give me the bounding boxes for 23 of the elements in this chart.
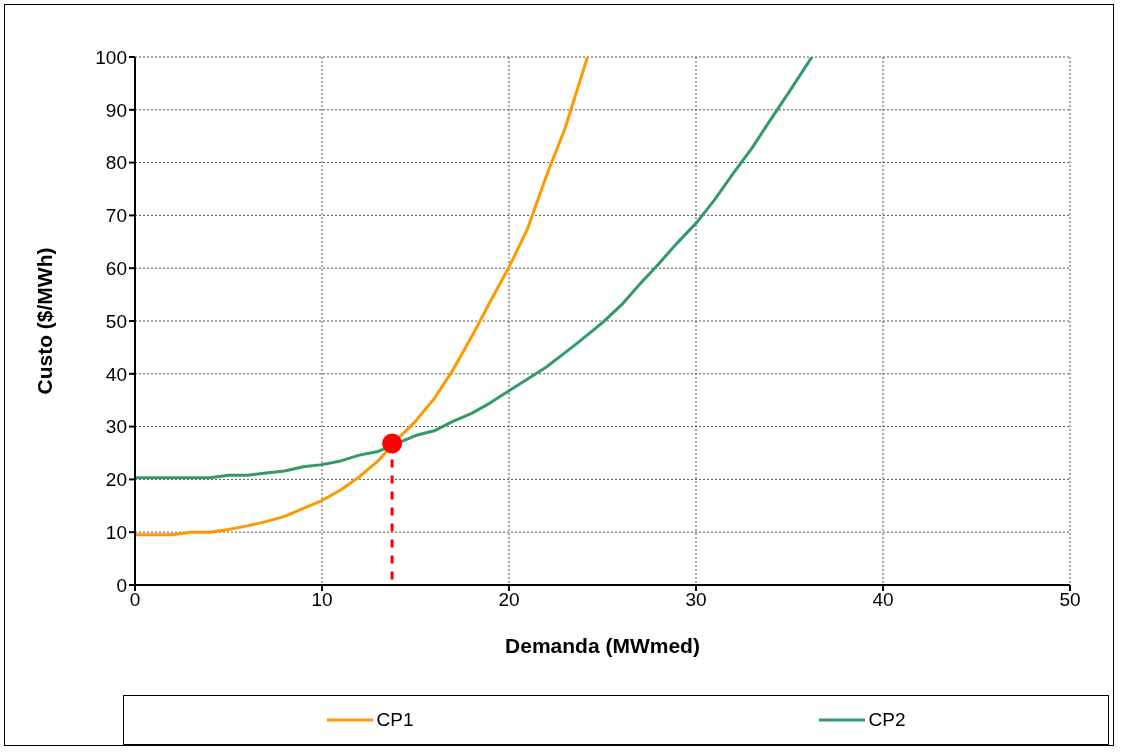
y-tick-label: 10 bbox=[105, 521, 127, 543]
y-tick-label: 70 bbox=[105, 205, 127, 227]
y-tick-label: 50 bbox=[105, 310, 127, 332]
x-tick-label: 0 bbox=[129, 589, 141, 611]
x-tick-label: 50 bbox=[1059, 589, 1081, 611]
x-tick-label: 40 bbox=[872, 589, 894, 611]
legend-label: CP1 bbox=[376, 709, 414, 731]
y-tick-label: 40 bbox=[105, 363, 127, 385]
y-tick-label: 0 bbox=[116, 574, 127, 596]
x-tick-label: 10 bbox=[311, 589, 333, 611]
line-series bbox=[135, 57, 590, 537]
y-tick-label: 90 bbox=[105, 99, 127, 121]
x-tick-label: 20 bbox=[498, 589, 520, 611]
y-tick-label: 30 bbox=[105, 416, 127, 438]
y-tick-label: 60 bbox=[105, 257, 127, 279]
x-tick-label: 30 bbox=[685, 589, 707, 611]
y-axis-title: Custo ($/MWh) bbox=[33, 247, 57, 395]
y-tick-label: 20 bbox=[105, 469, 127, 491]
y-tick-label: 80 bbox=[105, 152, 127, 174]
y-tick-label: 100 bbox=[95, 46, 127, 68]
x-axis-title: Demanda (MWmed) bbox=[505, 634, 700, 657]
line-series bbox=[135, 57, 814, 480]
legend-label: CP2 bbox=[868, 709, 906, 731]
